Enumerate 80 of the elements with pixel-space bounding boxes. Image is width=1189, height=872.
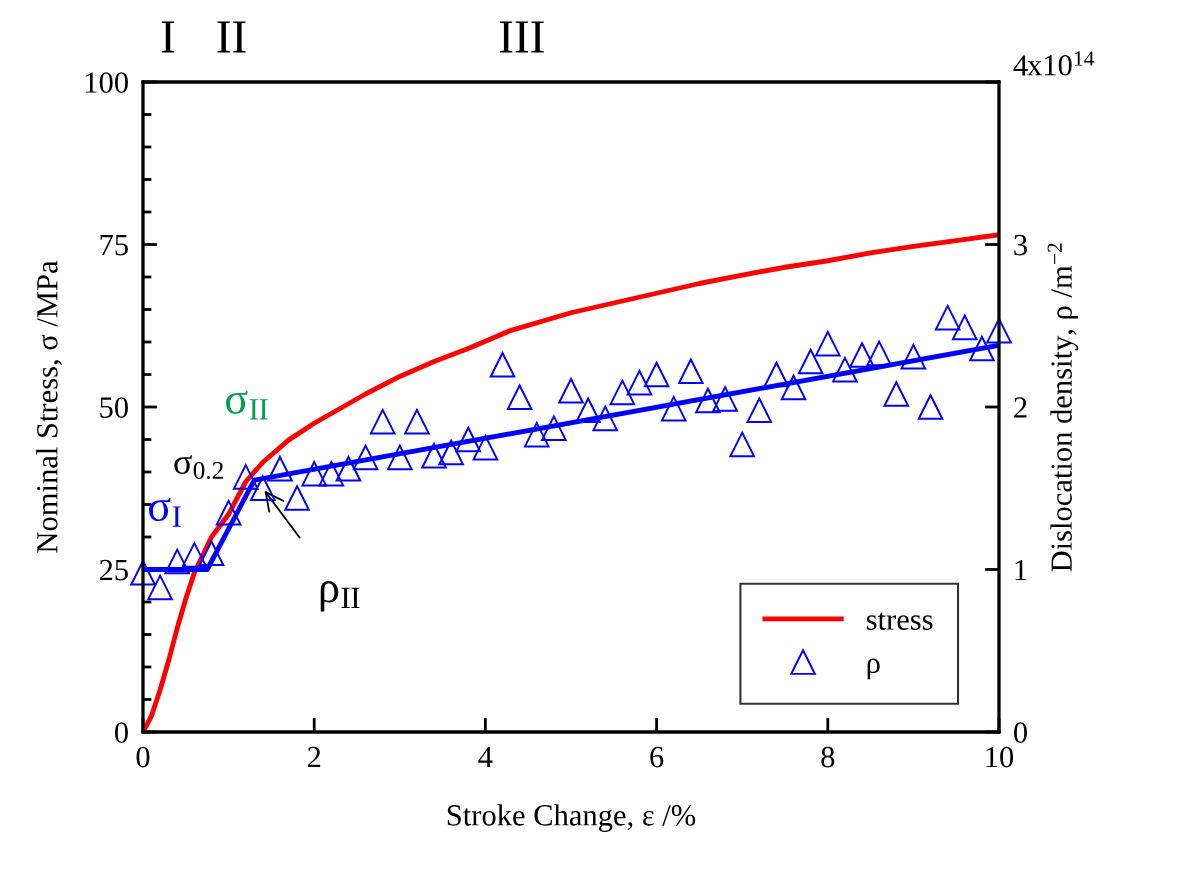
point xyxy=(969,335,995,362)
point xyxy=(489,351,516,378)
point xyxy=(780,374,807,401)
point xyxy=(232,464,259,490)
point xyxy=(986,317,1012,344)
x-tick-label: 8 xyxy=(821,746,835,768)
point xyxy=(917,394,944,420)
y-tick-label: 100 xyxy=(85,72,128,93)
point xyxy=(797,348,824,375)
point xyxy=(832,356,858,383)
point xyxy=(866,340,892,367)
text: x10$^{14}$ xyxy=(1027,51,1095,76)
x-tick-label: 10 xyxy=(986,746,1014,768)
annotation: σ$_{II}$ xyxy=(226,390,268,420)
point xyxy=(763,361,790,388)
point xyxy=(626,369,653,396)
point xyxy=(558,377,584,404)
point xyxy=(746,397,773,424)
point xyxy=(523,421,550,448)
y-tick-label: 25 xyxy=(99,559,128,581)
y2-tick-label: 2 xyxy=(1014,397,1027,418)
text: II xyxy=(217,21,246,53)
point xyxy=(678,358,704,385)
annotation: σ$_{I}$ xyxy=(148,497,181,527)
point xyxy=(592,405,619,432)
y2-tick-label: 1 xyxy=(1015,559,1027,581)
point xyxy=(541,415,567,441)
x-tick-label: 6 xyxy=(650,746,664,768)
legend-label: ρ xyxy=(867,658,880,680)
point xyxy=(883,381,910,407)
y-tick-label: 75 xyxy=(100,235,128,256)
point xyxy=(387,444,413,471)
x-tick-label: 0 xyxy=(136,746,150,768)
point xyxy=(729,431,755,458)
legend-label: stress xyxy=(866,612,933,630)
y2-tick-label: 4 xyxy=(1013,55,1028,76)
point xyxy=(712,386,738,412)
point xyxy=(284,485,310,511)
point xyxy=(267,455,293,482)
point xyxy=(352,444,379,471)
point xyxy=(250,475,276,502)
y-tick-label: 0 xyxy=(115,722,128,743)
point xyxy=(643,361,670,388)
point xyxy=(506,384,533,411)
point xyxy=(318,460,345,487)
point xyxy=(934,304,961,331)
point xyxy=(660,395,687,422)
point xyxy=(181,542,208,568)
point xyxy=(335,455,362,482)
y2-tick-label: 3 xyxy=(1014,234,1027,256)
y2-axis-title: Dislocation density, ρ /m$^{−2}$ xyxy=(1047,243,1079,572)
annotation: σ$_{0.2}$ xyxy=(174,455,223,480)
point xyxy=(849,342,875,368)
point xyxy=(147,574,173,601)
point xyxy=(951,314,978,341)
y-axis-title: Nominal Stress, σ /MPa xyxy=(36,260,63,553)
point xyxy=(815,330,841,357)
point xyxy=(369,408,396,435)
point xyxy=(164,548,191,575)
annotation: ρ$_{II}$ xyxy=(320,581,360,612)
point xyxy=(472,434,499,461)
point xyxy=(404,408,430,435)
point xyxy=(575,397,601,424)
point xyxy=(455,426,482,453)
point xyxy=(215,499,242,526)
point xyxy=(438,439,464,466)
point xyxy=(900,343,927,370)
point xyxy=(198,540,225,567)
point xyxy=(609,379,636,406)
point xyxy=(301,460,327,487)
text: I xyxy=(161,21,175,53)
y-tick-label: 50 xyxy=(100,397,128,418)
x-tick-label: 4 xyxy=(478,746,493,768)
point xyxy=(130,559,156,586)
y2-tick-label: 0 xyxy=(1014,722,1027,743)
point xyxy=(695,387,721,414)
x-tick-label: 2 xyxy=(307,746,321,768)
point xyxy=(421,442,447,469)
text: III xyxy=(499,21,544,53)
x-axis-title: Stroke Change, ε /% xyxy=(447,804,696,832)
